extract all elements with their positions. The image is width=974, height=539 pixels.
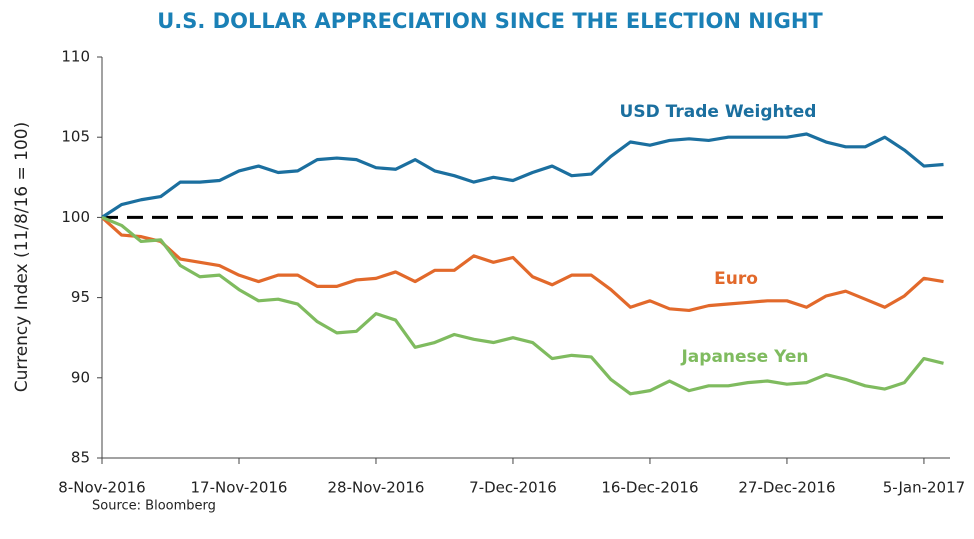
x-tick-label: 5-Jan-2017 bbox=[883, 479, 966, 497]
y-tick-label: 90 bbox=[71, 368, 90, 386]
source: Source: Bloomberg bbox=[92, 499, 216, 514]
x-tick-label: 27-Dec-2016 bbox=[738, 479, 835, 497]
y-axis-label: Currency Index (11/8/16 = 100) bbox=[12, 122, 32, 393]
series-line bbox=[101, 215, 944, 396]
y-tick-label: 95 bbox=[71, 288, 90, 306]
y-tick-label: 85 bbox=[71, 449, 90, 467]
x-tick-label: 7-Dec-2016 bbox=[469, 479, 557, 497]
x-tick-label: 28-Nov-2016 bbox=[327, 479, 424, 497]
chart-title: U.S. DOLLAR APPRECIATION SINCE THE ELECT… bbox=[157, 9, 823, 33]
series-label: Euro bbox=[714, 269, 758, 289]
y-tick-label: 105 bbox=[61, 128, 90, 146]
series-line bbox=[100, 216, 944, 313]
y-tick-label: 100 bbox=[61, 208, 90, 226]
x-tick-label: 16-Dec-2016 bbox=[601, 479, 698, 497]
x-tick-label: 17-Nov-2016 bbox=[191, 479, 288, 497]
series-label: USD Trade Weighted bbox=[620, 102, 817, 122]
series-label: Japanese Yen bbox=[680, 347, 808, 367]
series-line bbox=[101, 132, 944, 219]
x-tick-label: 8-Nov-2016 bbox=[58, 479, 145, 497]
y-tick-label: 110 bbox=[61, 48, 90, 66]
